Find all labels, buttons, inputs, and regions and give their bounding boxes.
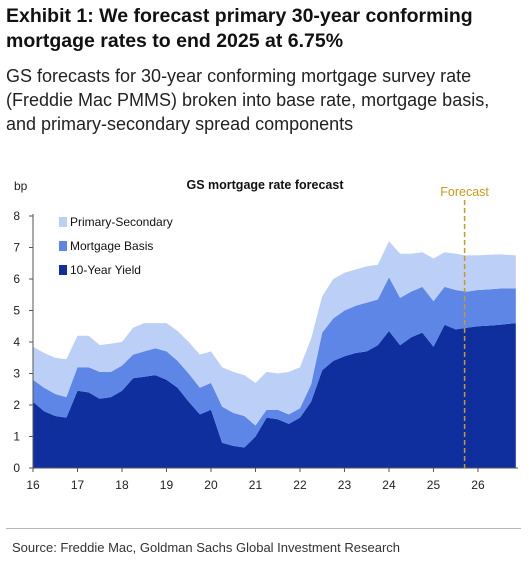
y-tick-label: 2 [13,398,20,412]
y-tick-label: 3 [13,367,20,381]
exhibit-subtitle: GS forecasts for 30-year conforming mort… [6,66,490,134]
legend-label: Primary-Secondary [70,215,173,229]
legend-swatch [59,241,67,251]
y-tick-label: 0 [13,461,20,475]
legend-label: 10-Year Yield [70,263,141,277]
y-tick-label: 1 [13,430,20,444]
area-mortgage-basis [33,277,516,448]
x-tick-label: 23 [338,478,352,492]
legend-label: Mortgage Basis [70,239,153,253]
source-note: Source: Freddie Mac, Goldman Sachs Globa… [12,540,401,555]
x-tick-label: 19 [160,478,174,492]
x-tick-label: 24 [382,478,396,492]
y-tick-label: 6 [13,272,20,286]
y-tick-label: 5 [13,304,20,318]
chart-areas [33,241,516,468]
y-tick-label: 8 [13,209,20,223]
y-tick-label: 7 [13,241,20,255]
legend-swatch [59,265,67,275]
x-tick-label: 22 [293,478,307,492]
area-primary-secondary [33,241,516,426]
forecast-marker: Forecast [440,185,489,468]
legend-swatch [59,217,67,227]
x-tick-label: 20 [204,478,218,492]
x-tick-label: 18 [115,478,129,492]
y-tick-label: 4 [13,335,20,349]
exhibit-title: Exhibit 1: We forecast primary 30-year c… [6,5,473,52]
x-tick-label: 26 [471,478,485,492]
y-axis-unit-label: bp [14,179,28,193]
chart-legend: Primary-Secondary Mortgage Basis 10-Year Y… [59,215,173,277]
x-tick-label: 21 [249,478,263,492]
x-tick-label: 16 [26,478,40,492]
footer-divider [6,528,521,529]
area-10-year-yield [33,323,516,468]
chart-title: GS mortgage rate forecast [187,178,345,192]
x-tick-label: 25 [427,478,441,492]
x-tick-label: 17 [71,478,85,492]
forecast-label: Forecast [440,185,489,199]
